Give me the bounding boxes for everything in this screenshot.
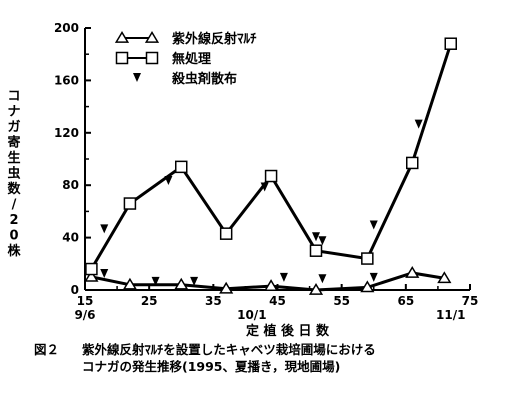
spray-marker [312, 232, 320, 242]
y-tick-label: 120 [54, 126, 79, 140]
legend-spray-symbol [133, 73, 141, 82]
series-point-square [264, 169, 278, 183]
y-tick-label: 80 [62, 178, 79, 192]
spray-marker [279, 272, 288, 282]
x-tick-label: 65 [397, 294, 414, 308]
series-line-square [90, 43, 453, 270]
legend-square-symbol [115, 51, 129, 65]
spray-marker [100, 268, 109, 278]
spray-marker [318, 236, 327, 246]
spray-marker [369, 220, 378, 230]
y-tick-label: 200 [54, 21, 79, 35]
x-tick-label: 45 [269, 294, 286, 308]
series-point-triangle [174, 277, 189, 290]
series-point-triangle [308, 283, 324, 295]
legend-label: 紫外線反射ﾏﾙﾁ [172, 31, 257, 47]
x-tick-label: 55 [333, 294, 350, 308]
series-point-triangle [263, 279, 279, 291]
x-tick-label: 15 [77, 294, 94, 308]
plot-area: 0 40 80 120 160 200 15 25 35 45 55 65 75 9/6 10/1 11/1 定… [7, 21, 478, 339]
spray-marker [318, 274, 327, 284]
date-label: 10/1 [237, 308, 266, 322]
y-tick-label: 0 [71, 283, 79, 297]
y-tick-label: 160 [54, 73, 79, 87]
caption-label: 図２ [34, 342, 60, 357]
spray-marker [414, 119, 423, 129]
spray-marker [151, 276, 160, 286]
series-point-square [444, 37, 457, 50]
legend-square-symbol [145, 51, 159, 65]
series-point-square [361, 252, 374, 265]
legend-label: 無処理 [172, 51, 211, 67]
spray-marker [190, 276, 199, 286]
legend-label-spray: 殺虫剤散布 [171, 71, 237, 87]
series-point-triangle [122, 277, 138, 290]
series-point-triangle [84, 269, 99, 282]
series-point-square [406, 156, 419, 170]
spray-marker [369, 272, 378, 282]
series-point-square [309, 244, 323, 257]
date-label: 9/6 [74, 308, 95, 322]
spray-marker [164, 175, 173, 185]
x-tick-label: 75 [462, 294, 479, 308]
series-point-triangle [405, 266, 420, 278]
x-tick-label: 35 [205, 294, 222, 308]
series-point-square [175, 160, 188, 174]
figure-caption: 図２ 紫外線反射ﾏﾙﾁを設置したキャベツ栽培圃場における コナガの発生推移(199… [34, 341, 376, 375]
series-point-triangle [360, 280, 375, 293]
caption-line-2: コナガの発生推移(1995、夏播き，現地圃場) [82, 359, 341, 374]
spray-marker [100, 224, 109, 234]
x-tick-label: 25 [141, 294, 158, 308]
x-axis-title: 定 植 後 日 数 [245, 323, 330, 339]
series-point-square [123, 197, 137, 210]
spray-marker [260, 182, 269, 192]
series-point-square [85, 262, 98, 276]
y-tick-label: 40 [62, 231, 79, 245]
legend-triangle-symbol [114, 31, 130, 43]
date-label: 11/1 [436, 308, 465, 322]
caption-line-1: 紫外線反射ﾏﾙﾁを設置したキャベツ栽培圃場における [82, 342, 376, 357]
legend-triangle-symbol [144, 31, 160, 43]
series-point-triangle [219, 281, 234, 294]
y-axis-title: コナガ寄生虫数/2 0 株 [7, 89, 21, 259]
series-point-square [219, 227, 233, 240]
series-point-triangle [437, 271, 452, 284]
